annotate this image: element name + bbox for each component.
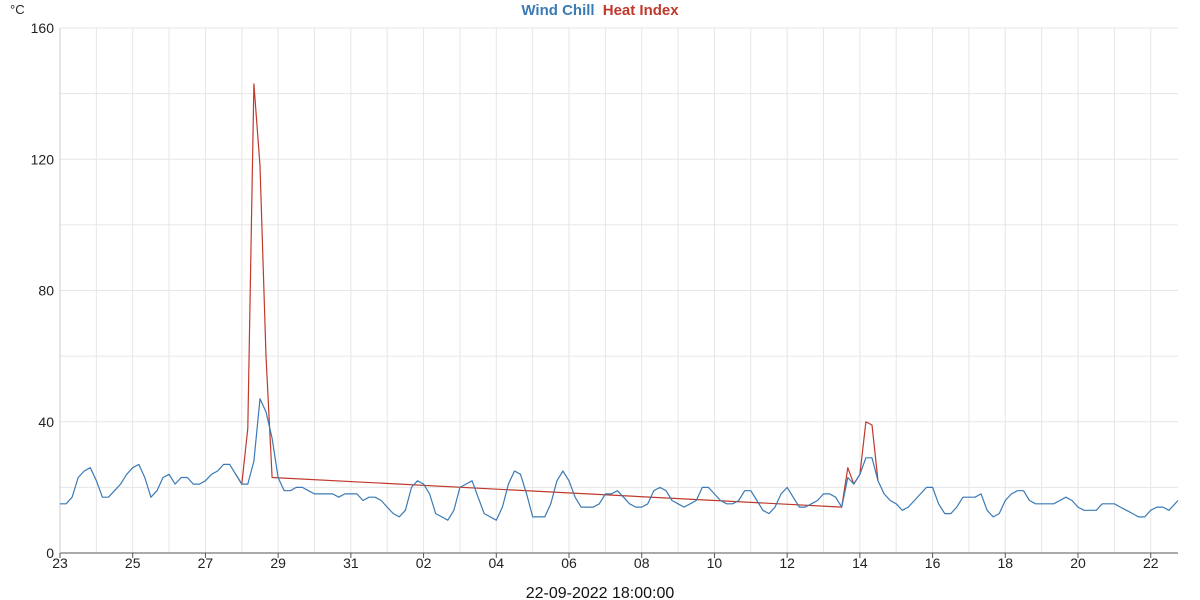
chart-footer-timestamp: 22-09-2022 18:00:00 xyxy=(526,585,675,600)
x-tick-label: 06 xyxy=(561,555,577,571)
legend-heat-index: Heat Index xyxy=(603,2,680,19)
x-tick-label: 02 xyxy=(416,555,432,571)
x-axis-ticks: 23 25 27 29 31 02 04 06 08 10 12 14 16 18 20 22 xyxy=(52,553,1159,571)
x-tick-label: 08 xyxy=(634,555,650,571)
y-tick-label: 40 xyxy=(38,414,54,430)
chart-title: Wind Chill Heat Index xyxy=(521,2,679,19)
x-tick-label: 16 xyxy=(925,555,941,571)
x-tick-label: 27 xyxy=(198,555,214,571)
x-tick-label: 31 xyxy=(343,555,359,571)
y-tick-label: 0 xyxy=(46,545,54,561)
grid-lines xyxy=(59,27,1178,554)
x-tick-label: 20 xyxy=(1070,555,1086,571)
x-tick-label: 04 xyxy=(489,555,505,571)
series-lines xyxy=(60,83,1179,521)
x-tick-label: 22 xyxy=(1143,555,1159,571)
x-tick-label: 18 xyxy=(998,555,1014,571)
series-line-wind-chill xyxy=(60,398,1179,521)
x-tick-label: 25 xyxy=(125,555,141,571)
series-line-heat-index xyxy=(235,83,879,508)
x-tick-label: 23 xyxy=(52,555,68,571)
x-tick-label: 14 xyxy=(852,555,868,571)
y-tick-label: 160 xyxy=(31,20,55,36)
x-tick-label: 29 xyxy=(270,555,286,571)
legend-wind-chill: Wind Chill xyxy=(521,2,594,19)
x-tick-label: 10 xyxy=(707,555,723,571)
x-tick-label: 12 xyxy=(779,555,795,571)
y-tick-label: 80 xyxy=(38,283,54,299)
y-tick-label: 120 xyxy=(31,151,55,167)
y-axis-unit: °C xyxy=(10,2,25,17)
y-axis-ticks: 0 40 80 120 160 xyxy=(31,20,55,561)
